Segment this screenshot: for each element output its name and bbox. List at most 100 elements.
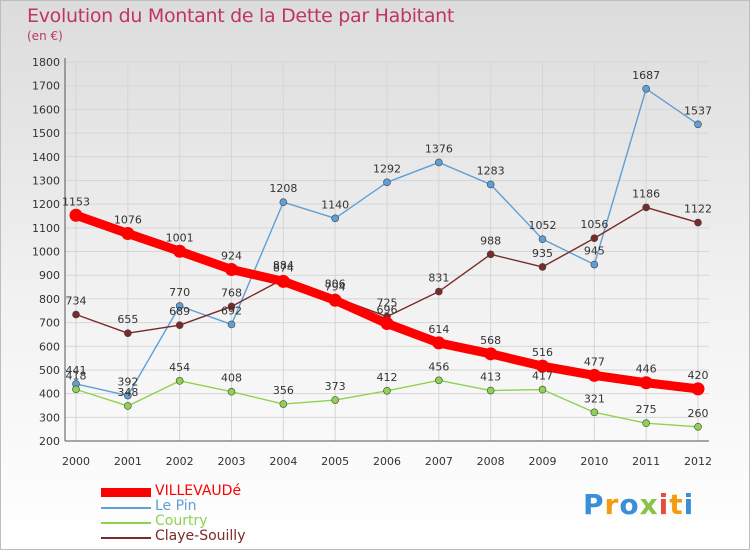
- y-tick-label: 900: [39, 269, 60, 282]
- logo-letter: i: [658, 488, 670, 521]
- data-point: [279, 198, 288, 207]
- data-point: [639, 376, 653, 390]
- logo-letter: P: [583, 488, 605, 521]
- data-label: 935: [532, 247, 553, 260]
- y-tick-label: 500: [39, 364, 60, 377]
- data-label: 441: [66, 364, 87, 377]
- x-tick-label: 2005: [321, 455, 349, 468]
- x-tick-label: 2007: [425, 455, 453, 468]
- data-point: [121, 226, 135, 240]
- data-point: [486, 180, 495, 189]
- data-point: [124, 329, 132, 338]
- data-label: 417: [532, 370, 553, 383]
- data-label: 356: [273, 384, 294, 397]
- data-label: 275: [636, 403, 657, 416]
- x-tick-label: 2001: [114, 455, 142, 468]
- x-tick-label: 2010: [580, 455, 608, 468]
- y-tick-label: 300: [39, 411, 60, 424]
- data-label: 770: [169, 286, 190, 299]
- data-label: 446: [636, 363, 657, 376]
- data-label: 884: [273, 259, 294, 272]
- legend-swatch: [101, 507, 151, 509]
- logo-letter: i: [683, 488, 695, 521]
- data-point: [642, 84, 650, 93]
- data-label: 655: [117, 313, 138, 326]
- data-point: [435, 376, 443, 385]
- data-point: [642, 419, 650, 428]
- data-label: 1537: [684, 104, 712, 117]
- logo-letter: o: [619, 488, 640, 521]
- data-label: 692: [221, 304, 242, 317]
- data-point: [590, 260, 599, 269]
- data-point: [590, 234, 599, 243]
- data-label: 1292: [373, 162, 401, 175]
- data-label: 412: [377, 371, 398, 384]
- data-label: 418: [66, 369, 87, 382]
- data-point: [331, 396, 339, 404]
- data-point: [331, 214, 339, 223]
- x-tick-label: 2011: [632, 455, 660, 468]
- x-tick-label: 2006: [373, 455, 401, 468]
- data-label: 454: [169, 361, 190, 374]
- data-point: [72, 310, 80, 319]
- data-label: 321: [584, 392, 605, 405]
- data-point: [435, 158, 443, 167]
- data-label: 614: [428, 323, 449, 336]
- y-tick-label: 200: [39, 435, 60, 448]
- data-point: [124, 391, 132, 400]
- data-point: [486, 386, 495, 395]
- y-tick-label: 1000: [32, 246, 60, 259]
- legend-label: VILLEVAUDé: [155, 483, 242, 499]
- data-point: [227, 320, 236, 329]
- data-point: [694, 422, 702, 431]
- data-label: 1208: [269, 182, 297, 195]
- data-label: 456: [428, 360, 449, 373]
- data-label: 260: [688, 407, 709, 420]
- data-label: 408: [221, 372, 242, 385]
- data-point: [383, 386, 391, 395]
- data-label: 945: [584, 245, 605, 258]
- y-tick-label: 1100: [32, 222, 60, 235]
- legend-swatch: [101, 537, 151, 539]
- data-point: [432, 336, 446, 350]
- data-label: 768: [221, 286, 242, 299]
- data-point: [380, 317, 394, 331]
- logo-letter: r: [604, 488, 620, 521]
- logo-letter: x: [639, 488, 659, 521]
- legend-swatch: [101, 488, 151, 497]
- legend-label: Claye-Souilly: [155, 528, 246, 544]
- data-label: 516: [532, 346, 553, 359]
- data-label: 1140: [321, 198, 349, 211]
- data-point: [383, 178, 391, 187]
- y-tick-label: 1800: [32, 56, 60, 69]
- data-label: 373: [325, 380, 346, 393]
- data-point: [227, 302, 236, 311]
- data-point: [225, 263, 238, 277]
- y-tick-label: 1600: [32, 103, 60, 116]
- data-label: 1283: [477, 164, 505, 177]
- proxiti-logo: Proxiti: [583, 488, 694, 521]
- data-point: [175, 377, 184, 385]
- data-point: [484, 347, 498, 361]
- data-label: 831: [428, 272, 449, 285]
- data-label: 1687: [632, 69, 660, 82]
- data-point: [538, 385, 547, 394]
- data-label: 420: [688, 369, 709, 382]
- data-point: [69, 208, 83, 222]
- y-tick-label: 1500: [32, 127, 60, 140]
- data-point: [328, 293, 342, 307]
- x-tick-label: 2000: [62, 455, 90, 468]
- data-label: 477: [584, 355, 605, 368]
- unit-label: (en €): [27, 29, 63, 43]
- data-label: 696: [377, 304, 398, 317]
- data-point: [435, 287, 443, 296]
- y-tick-label: 1700: [32, 80, 60, 93]
- data-label: 734: [66, 295, 87, 308]
- data-label: 1052: [529, 219, 557, 232]
- data-label: 1056: [580, 218, 608, 231]
- x-tick-label: 2002: [166, 455, 194, 468]
- data-point: [590, 408, 599, 417]
- data-point: [694, 120, 702, 129]
